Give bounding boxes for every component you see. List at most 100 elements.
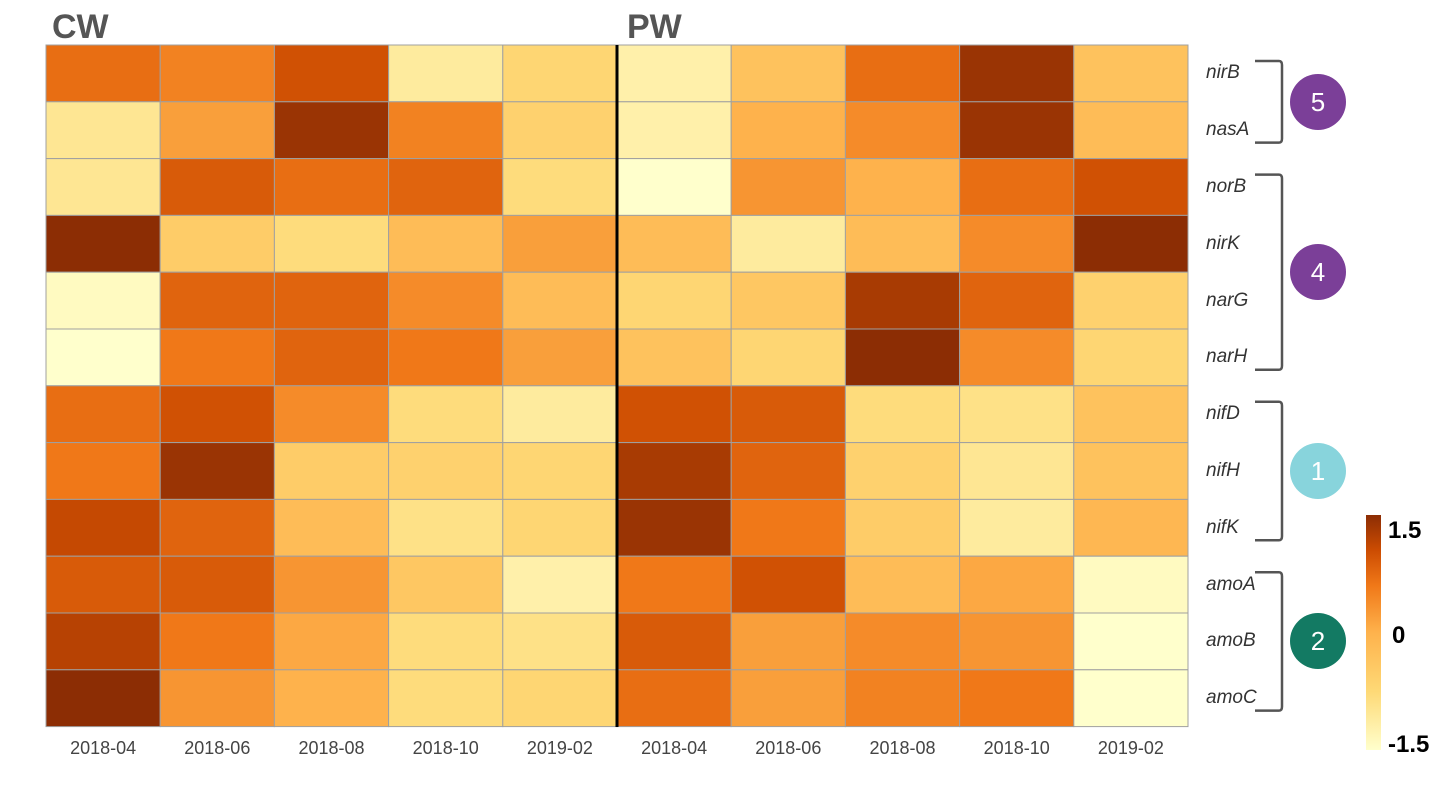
heatmap-cell-amoB-pw-0 (616, 612, 732, 671)
heatmap-cell-nifD-cw-2 (273, 385, 390, 444)
heatmap-cell-nirK-cw-2 (273, 214, 390, 273)
heatmap-cell-amoC-cw-3 (388, 669, 504, 728)
heatmap-cell-nifH-cw-0 (45, 442, 161, 500)
heatmap-cell-nifH-pw-1 (730, 442, 846, 500)
heatmap-cell-norB-cw-4 (502, 158, 618, 216)
heatmap-cell-amoA-cw-3 (388, 555, 504, 614)
heatmap-cell-nifH-pw-0 (616, 442, 732, 500)
heatmap-cell-norB-pw-0 (616, 158, 732, 216)
heatmap-cell-narG-pw-0 (616, 271, 732, 330)
heatmap-cells (45, 44, 1189, 728)
x-tick-cw-2018-08: 2018-08 (298, 738, 365, 758)
heatmap-cell-amoA-pw-0 (616, 555, 732, 614)
heatmap-cell-amoC-pw-1 (730, 669, 846, 728)
row-label-narG: narG (1206, 289, 1249, 311)
heatmap-cell-nirK-cw-4 (502, 214, 618, 273)
heatmap-cell-narG-cw-0 (45, 271, 161, 330)
heatmap-cell-nirB-cw-0 (45, 44, 161, 103)
heatmap-cell-nirK-pw-0 (616, 214, 732, 273)
heatmap-cell-amoB-cw-3 (388, 612, 504, 671)
row-label-amoA: amoA (1206, 573, 1256, 595)
heatmap-cell-nifH-pw-3 (959, 442, 1075, 500)
heatmap-cell-amoA-pw-3 (959, 555, 1075, 614)
heatmap-cell-nasA-pw-4 (1073, 101, 1189, 160)
heatmap-cell-amoA-cw-1 (159, 555, 275, 614)
x-tick-cw-2018-04: 2018-04 (70, 738, 137, 758)
heatmap-cell-narG-cw-4 (502, 271, 618, 330)
heatmap-cell-narG-pw-2 (844, 271, 961, 330)
x-tick-pw-2018-06: 2018-06 (755, 738, 822, 758)
heatmap-cell-nifH-cw-2 (273, 442, 390, 500)
heatmap-cell-nifD-pw-0 (616, 385, 732, 444)
heatmap-cell-amoC-cw-4 (502, 669, 618, 728)
heatmap-cell-narG-cw-1 (159, 271, 275, 330)
heatmap-cell-nasA-cw-2 (273, 101, 390, 160)
heatmap-cell-narH-cw-4 (502, 328, 618, 387)
heatmap-cell-amoB-pw-1 (730, 612, 846, 671)
heatmap-cell-nifH-cw-3 (388, 442, 504, 500)
colorbar (1366, 515, 1381, 750)
heatmap-cell-amoA-pw-2 (844, 555, 961, 614)
heatmap-cell-amoB-cw-0 (45, 612, 161, 671)
heatmap-cell-nasA-cw-1 (159, 101, 275, 160)
heatmap-cell-norB-pw-4 (1073, 158, 1189, 216)
heatmap-cell-nifH-cw-1 (159, 442, 275, 500)
heatmap-cell-amoC-pw-2 (844, 669, 961, 728)
heatmap-cell-nasA-cw-3 (388, 101, 504, 160)
heatmap-cell-nifK-pw-4 (1073, 498, 1189, 557)
heatmap-cell-nifH-cw-4 (502, 442, 618, 500)
heatmap-cell-amoC-pw-3 (959, 669, 1075, 728)
x-tick-cw-2018-10: 2018-10 (412, 738, 479, 758)
heatmap-cell-nifK-pw-3 (959, 498, 1075, 557)
row-label-norB: norB (1206, 176, 1247, 197)
row-label-amoC: amoC (1206, 687, 1257, 709)
panel-title-cw: CW (52, 8, 109, 46)
group-badge-1: 1 (1290, 443, 1346, 499)
heatmap-cell-narH-cw-1 (159, 328, 275, 387)
heatmap-cell-nirB-pw-2 (844, 44, 961, 103)
heatmap-cell-narG-cw-2 (273, 271, 390, 330)
heatmap-cell-norB-cw-3 (388, 158, 504, 216)
x-tick-cw-2019-02: 2019-02 (526, 738, 593, 758)
heatmap-cell-amoB-pw-2 (844, 612, 961, 671)
heatmap-cell-norB-pw-2 (844, 158, 961, 216)
heatmap-cell-nifK-cw-2 (273, 498, 390, 557)
group-bracket-2 (1255, 570, 1284, 712)
heatmap-cell-nifK-cw-3 (388, 498, 504, 557)
heatmap-cell-amoA-cw-2 (273, 555, 390, 614)
heatmap-cell-narG-pw-4 (1073, 271, 1189, 330)
x-tick-pw-2018-10: 2018-10 (983, 738, 1050, 758)
heatmap-cell-narG-cw-3 (388, 271, 504, 330)
heatmap-cell-narH-cw-3 (388, 328, 504, 387)
heatmap-cell-narH-pw-4 (1073, 328, 1189, 387)
heatmap-cell-nifK-cw-4 (502, 498, 618, 557)
group-badge-5: 5 (1290, 73, 1346, 130)
colorbar-mid-label: 0 (1392, 622, 1406, 649)
x-tick-pw-2019-02: 2019-02 (1097, 738, 1164, 758)
heatmap-cell-nifD-pw-1 (730, 385, 846, 444)
heatmap-cell-nirB-cw-2 (273, 44, 390, 103)
row-label-nirK: nirK (1206, 232, 1240, 254)
heatmap-cell-norB-pw-1 (730, 158, 846, 216)
heatmap-cell-norB-cw-2 (273, 158, 390, 216)
row-label-nifD: nifD (1206, 403, 1240, 425)
row-label-narH: narH (1206, 346, 1248, 368)
heatmap-cell-nirB-cw-3 (388, 44, 504, 103)
heatmap-cell-nirB-pw-1 (730, 44, 846, 103)
heatmap-cell-nirB-pw-0 (616, 44, 732, 103)
heatmap-cell-nasA-pw-1 (730, 101, 846, 160)
panel-title-pw: PW (627, 8, 682, 46)
heatmap-cell-nifK-pw-1 (730, 498, 846, 557)
heatmap-cell-nasA-pw-3 (959, 101, 1075, 160)
heatmap-cell-narH-pw-1 (730, 328, 846, 387)
heatmap-cell-narH-cw-0 (45, 328, 161, 387)
heatmap-cell-nifD-cw-4 (502, 385, 618, 444)
heatmap-cell-amoA-pw-4 (1073, 555, 1189, 614)
row-label-nasA: nasA (1206, 119, 1250, 141)
heatmap-cell-nifH-pw-4 (1073, 442, 1189, 500)
heatmap-cell-amoC-cw-0 (45, 669, 161, 728)
group-bracket-5 (1255, 59, 1284, 144)
heatmap-cell-nasA-cw-0 (45, 101, 161, 160)
heatmap-cell-nirB-cw-4 (502, 44, 618, 103)
heatmap-cell-nirK-pw-4 (1073, 214, 1189, 273)
